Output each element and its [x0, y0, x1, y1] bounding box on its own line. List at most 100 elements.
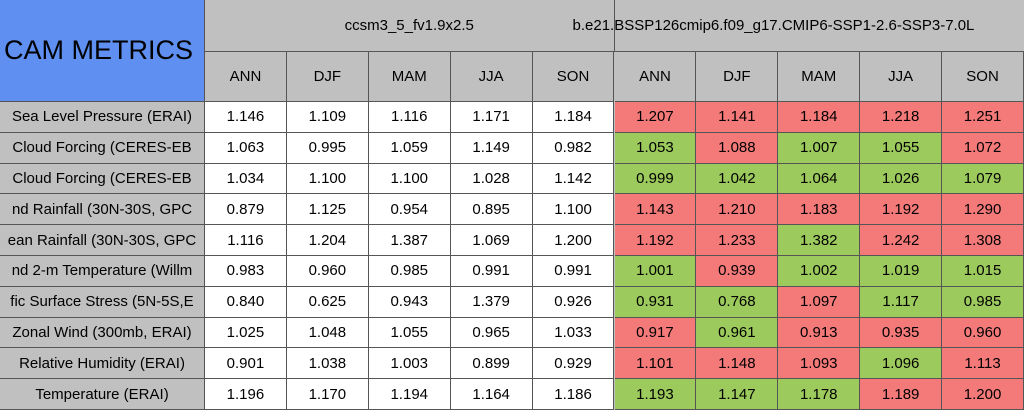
row-label: nd 2-m Temperature (Willm — [0, 256, 205, 287]
value-cell: 1.072 — [942, 132, 1024, 164]
value-cell: 1.251 — [942, 102, 1024, 133]
value-cell: 0.895 — [450, 194, 533, 226]
row-label: Relative Humidity (ERAI) — [0, 348, 205, 380]
value-cell: 0.768 — [696, 286, 779, 318]
column-header: MAM — [778, 52, 861, 102]
value-cell: 1.100 — [368, 163, 451, 195]
value-cell: 1.189 — [860, 379, 943, 410]
value-cell: 1.093 — [778, 348, 861, 380]
value-cell: 1.184 — [532, 102, 615, 133]
column-header: DJF — [286, 52, 369, 102]
value-cell: 0.954 — [368, 194, 451, 226]
row-label: Cloud Forcing (CERES-EB — [0, 132, 205, 164]
value-cell: 1.308 — [942, 225, 1024, 256]
value-cell: 0.960 — [286, 256, 369, 287]
value-cell: 1.025 — [205, 317, 287, 349]
column-header: ANN — [614, 52, 697, 102]
value-cell: 1.143 — [614, 194, 697, 226]
value-cell: 1.210 — [696, 194, 779, 226]
value-cell: 1.387 — [368, 225, 451, 256]
value-cell: 1.184 — [778, 102, 861, 133]
value-cell: 1.290 — [942, 194, 1024, 226]
value-cell: 0.985 — [368, 256, 451, 287]
value-cell: 1.171 — [450, 102, 533, 133]
value-cell: 0.999 — [614, 163, 697, 195]
value-cell: 1.196 — [205, 379, 287, 410]
row-label: ean Rainfall (30N-30S, GPC — [0, 225, 205, 256]
value-cell: 1.038 — [286, 348, 369, 380]
value-cell: 0.929 — [532, 348, 615, 380]
value-cell: 0.983 — [205, 256, 287, 287]
value-cell: 1.146 — [205, 102, 287, 133]
value-cell: 1.096 — [860, 348, 943, 380]
value-cell: 1.183 — [778, 194, 861, 226]
value-cell: 0.982 — [532, 132, 615, 164]
value-cell: 1.033 — [532, 317, 615, 349]
value-cell: 1.148 — [696, 348, 779, 380]
value-cell: 0.899 — [450, 348, 533, 380]
value-cell: 1.097 — [778, 286, 861, 318]
value-cell: 1.149 — [450, 132, 533, 164]
value-cell: 0.939 — [696, 256, 779, 287]
value-cell: 1.007 — [778, 132, 861, 164]
value-cell: 1.026 — [860, 163, 943, 195]
value-cell: 1.042 — [696, 163, 779, 195]
value-cell: 1.192 — [614, 225, 697, 256]
value-cell: 0.985 — [942, 286, 1024, 318]
value-cell: 0.960 — [942, 317, 1024, 349]
value-cell: 0.965 — [450, 317, 533, 349]
value-cell: 1.170 — [286, 379, 369, 410]
value-cell: 1.218 — [860, 102, 943, 133]
row-label: Temperature (ERAI) — [0, 379, 205, 410]
value-cell: 1.101 — [614, 348, 697, 380]
row-label: Zonal Wind (300mb, ERAI) — [0, 317, 205, 349]
title-cell: CAM METRICS — [0, 0, 205, 102]
column-header: SON — [942, 52, 1024, 102]
value-cell: 1.142 — [532, 163, 615, 195]
value-cell: 1.034 — [205, 163, 287, 195]
value-cell: 1.019 — [860, 256, 943, 287]
value-cell: 0.926 — [532, 286, 615, 318]
value-cell: 1.079 — [942, 163, 1024, 195]
value-cell: 0.991 — [450, 256, 533, 287]
value-cell: 0.991 — [532, 256, 615, 287]
value-cell: 0.901 — [205, 348, 287, 380]
value-cell: 1.193 — [614, 379, 697, 410]
column-header: DJF — [696, 52, 779, 102]
value-cell: 1.117 — [860, 286, 943, 318]
value-cell: 0.995 — [286, 132, 369, 164]
value-cell: 1.001 — [614, 256, 697, 287]
value-cell: 1.069 — [450, 225, 533, 256]
group-header: ccsm3_5_fv1.9x2.5 — [205, 0, 615, 52]
column-header: JJA — [450, 52, 533, 102]
column-header: JJA — [860, 52, 943, 102]
value-cell: 0.917 — [614, 317, 697, 349]
value-cell: 1.116 — [205, 225, 287, 256]
column-header: ANN — [205, 52, 287, 102]
value-cell: 1.109 — [286, 102, 369, 133]
value-cell: 1.192 — [860, 194, 943, 226]
value-cell: 1.048 — [286, 317, 369, 349]
value-cell: 0.961 — [696, 317, 779, 349]
value-cell: 1.186 — [532, 379, 615, 410]
row-label: fic Surface Stress (5N-5S,E — [0, 286, 205, 318]
value-cell: 1.064 — [778, 163, 861, 195]
value-cell: 0.879 — [205, 194, 287, 226]
value-cell: 1.002 — [778, 256, 861, 287]
value-cell: 1.116 — [368, 102, 451, 133]
value-cell: 1.382 — [778, 225, 861, 256]
value-cell: 1.055 — [860, 132, 943, 164]
value-cell: 0.625 — [286, 286, 369, 318]
value-cell: 1.141 — [696, 102, 779, 133]
value-cell: 1.379 — [450, 286, 533, 318]
row-label: Cloud Forcing (CERES-EB — [0, 163, 205, 195]
value-cell: 1.233 — [696, 225, 779, 256]
value-cell: 1.063 — [205, 132, 287, 164]
column-header: MAM — [368, 52, 451, 102]
value-cell: 1.194 — [368, 379, 451, 410]
group-header: b.e21.BSSP126cmip6.f09_g17.CMIP6-SSP1-2.… — [573, 0, 1024, 52]
value-cell: 1.003 — [368, 348, 451, 380]
value-cell: 1.147 — [696, 379, 779, 410]
value-cell: 1.100 — [532, 194, 615, 226]
